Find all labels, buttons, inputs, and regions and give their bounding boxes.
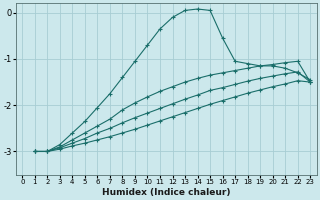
X-axis label: Humidex (Indice chaleur): Humidex (Indice chaleur)	[102, 188, 230, 197]
